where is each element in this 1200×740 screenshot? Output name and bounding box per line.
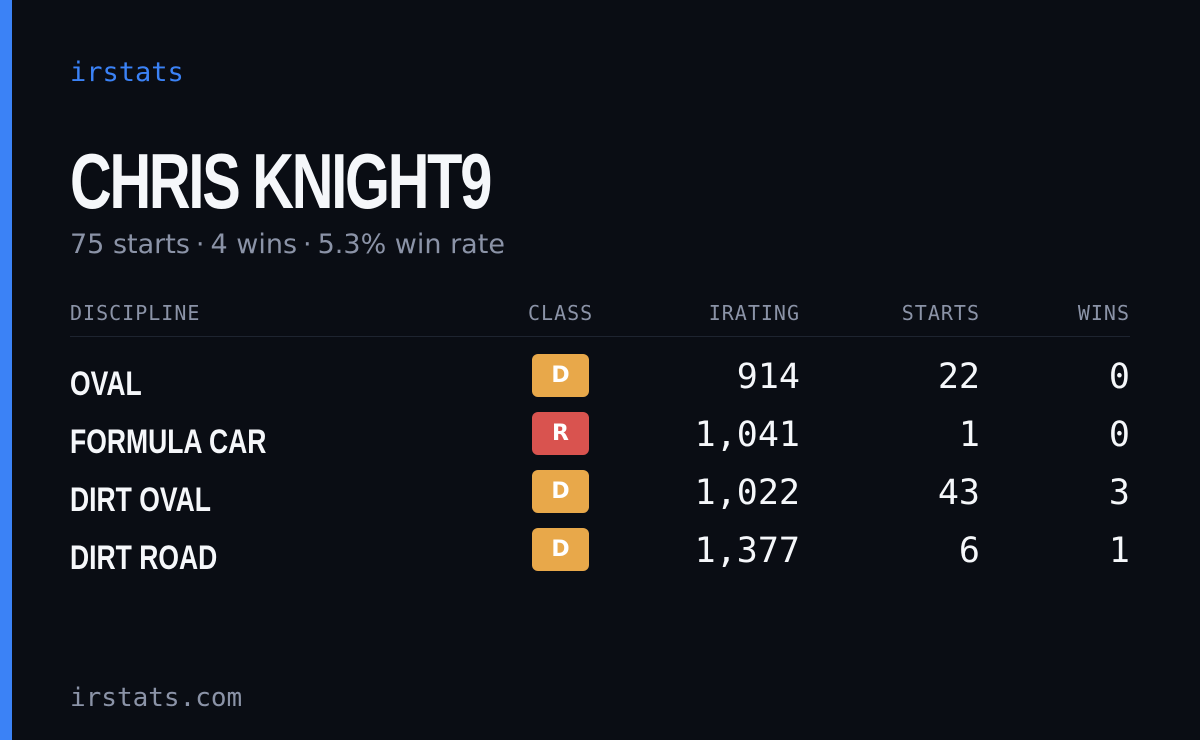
irating-value: 914 [736, 357, 800, 397]
irating-value: 1,041 [694, 415, 800, 455]
discipline-name: DIRT OVAL [70, 481, 211, 519]
wins-value: 0 [1108, 357, 1130, 397]
accent-bar [0, 0, 12, 740]
header-class: CLASS [528, 301, 594, 325]
table-row: OVAL D 914 22 0 [70, 354, 1130, 412]
license-class-badge: D [532, 354, 589, 397]
summary-separator: · [303, 229, 312, 260]
header-starts: STARTS [901, 301, 980, 325]
starts-value: 22 [937, 357, 980, 397]
footer-url: irstats.com [70, 683, 243, 713]
summary-wins: 4 wins [210, 229, 298, 260]
brand-logo-text: irstats [70, 57, 184, 88]
wins-value: 0 [1108, 415, 1130, 455]
summary-separator: · [195, 229, 205, 260]
license-class-badge: R [532, 412, 589, 455]
player-name: CHRIS KNIGHT9 [70, 137, 492, 225]
license-class-badge: D [532, 528, 589, 571]
wins-value: 1 [1108, 531, 1130, 571]
wins-value: 3 [1108, 473, 1130, 513]
starts-value: 6 [958, 531, 980, 571]
license-class-badge: D [532, 470, 589, 513]
discipline-stats-table: DISCIPLINE CLASS IRATING STARTS WINS OVA… [70, 296, 1130, 577]
starts-value: 43 [937, 473, 980, 513]
table-row: DIRT OVAL D 1,022 43 3 [70, 470, 1130, 528]
irating-value: 1,377 [694, 531, 800, 571]
starts-value: 1 [958, 415, 980, 455]
discipline-name: OVAL [70, 365, 142, 403]
table-row: FORMULA CAR R 1,041 1 0 [70, 412, 1130, 470]
summary-win-rate: 5.3% win rate [317, 229, 505, 260]
discipline-name: DIRT ROAD [70, 539, 218, 577]
header-discipline: DISCIPLINE [70, 301, 201, 325]
table-row: DIRT ROAD D 1,377 6 1 [70, 528, 1130, 586]
discipline-name: FORMULA CAR [70, 423, 267, 461]
header-irating: IRATING [708, 301, 800, 325]
table-header-row: DISCIPLINE CLASS IRATING STARTS WINS [70, 296, 1130, 337]
player-summary: 75 starts · 4 wins · 5.3% win rate [70, 227, 505, 263]
header-wins: WINS [1077, 301, 1130, 325]
summary-starts: 75 starts [70, 229, 190, 260]
irating-value: 1,022 [694, 473, 800, 513]
